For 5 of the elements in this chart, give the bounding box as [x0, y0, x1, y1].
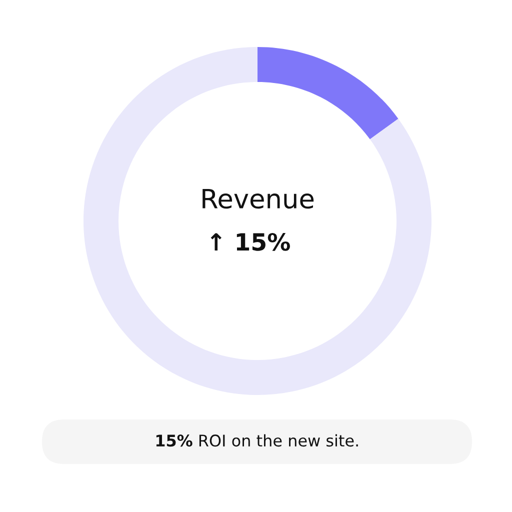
donut-slice [84, 47, 432, 395]
text: 15% ROI on the new site. [156, 434, 358, 447]
text: Revenue [202, 189, 314, 209]
text: ↑ 15% [210, 232, 290, 251]
donut-slice [258, 47, 398, 140]
